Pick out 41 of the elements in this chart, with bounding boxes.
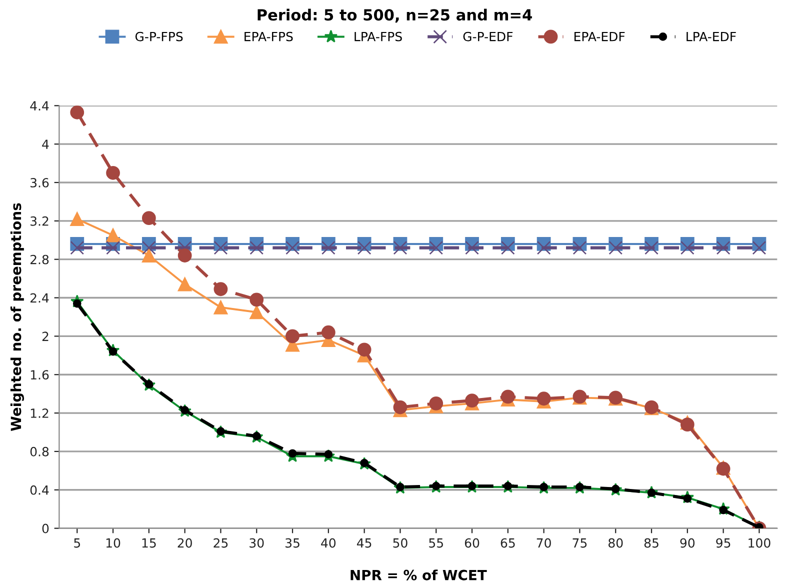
y-tick-label: 2.8 (30, 254, 49, 264)
x-tick-label: 100 (748, 538, 770, 548)
x-tick-label: 55 (429, 538, 443, 548)
y-tick-label: 2 (42, 332, 48, 341)
legend-label: EPA-FPS (244, 32, 293, 42)
y-tick-label: 1.6 (30, 370, 49, 380)
x-tick-label: 65 (500, 538, 515, 548)
x-tick-label: 80 (608, 538, 623, 548)
x-tick-label: 5 (74, 538, 80, 548)
legend-label: G-P-EDF (463, 32, 513, 42)
y-axis-title: Weighted no. of preemptions (10, 203, 24, 431)
legend-label: EPA-EDF (574, 32, 625, 42)
x-tick-label: 10 (106, 538, 120, 548)
x-tick-label: 30 (250, 538, 264, 548)
y-tick-label: 2.4 (30, 293, 49, 303)
x-tick-label: 75 (572, 538, 587, 548)
x-tick-label: 50 (393, 538, 408, 548)
y-tick-label: 4 (42, 140, 49, 149)
x-tick-label: 20 (178, 538, 192, 548)
x-tick-label: 70 (536, 538, 551, 548)
chart-title: Period: 5 to 500, n=25 and m=4 (258, 8, 532, 23)
x-tick-label: 85 (644, 538, 658, 548)
y-tick-label: 0.4 (30, 485, 49, 495)
x-tick-label: 15 (142, 538, 156, 548)
y-tick-label: 0.8 (30, 446, 49, 456)
legend-label: LPA-FPS (354, 32, 402, 42)
x-tick-label: 95 (716, 538, 730, 548)
legend-label: LPA-EDF (686, 32, 736, 42)
y-tick-label: 4.4 (30, 101, 49, 110)
y-tick-label: 1.2 (30, 408, 48, 418)
x-tick-label: 35 (286, 538, 300, 548)
y-tick-label: 3.6 (30, 178, 49, 188)
x-tick-label: 90 (680, 538, 695, 548)
x-axis-title: NPR = % of WCET (350, 570, 487, 580)
legend-label: G-P-FPS (135, 32, 183, 42)
x-tick-label: 40 (321, 538, 336, 548)
x-tick-label: 60 (464, 538, 480, 548)
y-tick-label: 0 (42, 524, 49, 534)
x-tick-label: 45 (356, 538, 372, 548)
y-tick-label: 3.2 (30, 216, 48, 226)
x-tick-label: 25 (214, 538, 228, 548)
